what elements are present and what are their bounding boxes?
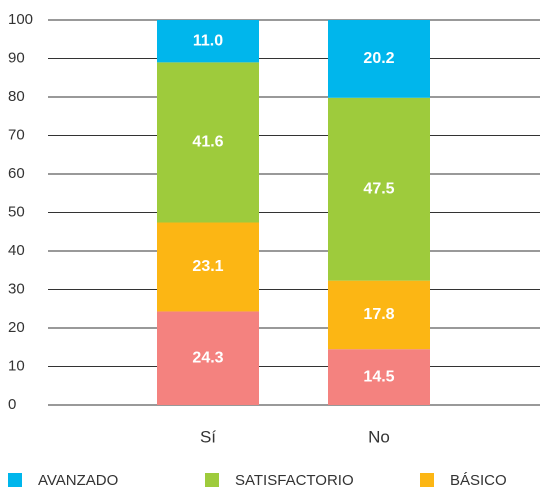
data-label: 24.3	[192, 349, 223, 366]
legend-swatch	[8, 473, 22, 487]
bar-segment	[157, 62, 259, 223]
legend-swatch	[420, 473, 434, 487]
data-label: 20.2	[363, 50, 394, 67]
y-tick-label: 80	[8, 88, 25, 105]
bar-segment	[328, 280, 430, 350]
y-tick-label: 30	[8, 280, 25, 297]
x-tick-label: Sí	[200, 427, 216, 446]
bar-segment	[328, 349, 430, 405]
x-tick-label: No	[368, 427, 390, 446]
y-tick-label: 40	[8, 242, 25, 259]
bar-segment	[157, 222, 259, 312]
bar-segment	[157, 20, 259, 63]
data-label: 47.5	[363, 180, 394, 197]
bar-segment	[328, 20, 430, 98]
bar-segment	[328, 97, 430, 281]
data-label: 14.5	[363, 368, 394, 385]
y-tick-label: 70	[8, 126, 25, 143]
y-tick-label: 0	[8, 396, 16, 413]
data-label: 17.8	[363, 306, 394, 323]
legend-swatch	[205, 473, 219, 487]
legend-label: AVANZADO	[38, 472, 118, 488]
data-label: 11.0	[193, 32, 223, 49]
y-tick-label: 90	[8, 49, 25, 66]
legend-label: BÁSICO	[450, 472, 507, 488]
bar-segment	[157, 311, 259, 405]
y-tick-label: 20	[8, 319, 25, 336]
y-tick-label: 10	[8, 357, 25, 374]
legend-label: SATISFACTORIO	[235, 472, 354, 488]
y-tick-label: 50	[8, 203, 25, 220]
y-tick-label: 100	[8, 11, 33, 28]
y-tick-label: 60	[8, 165, 25, 182]
data-label: 23.1	[192, 258, 223, 275]
data-label: 41.6	[192, 134, 223, 151]
